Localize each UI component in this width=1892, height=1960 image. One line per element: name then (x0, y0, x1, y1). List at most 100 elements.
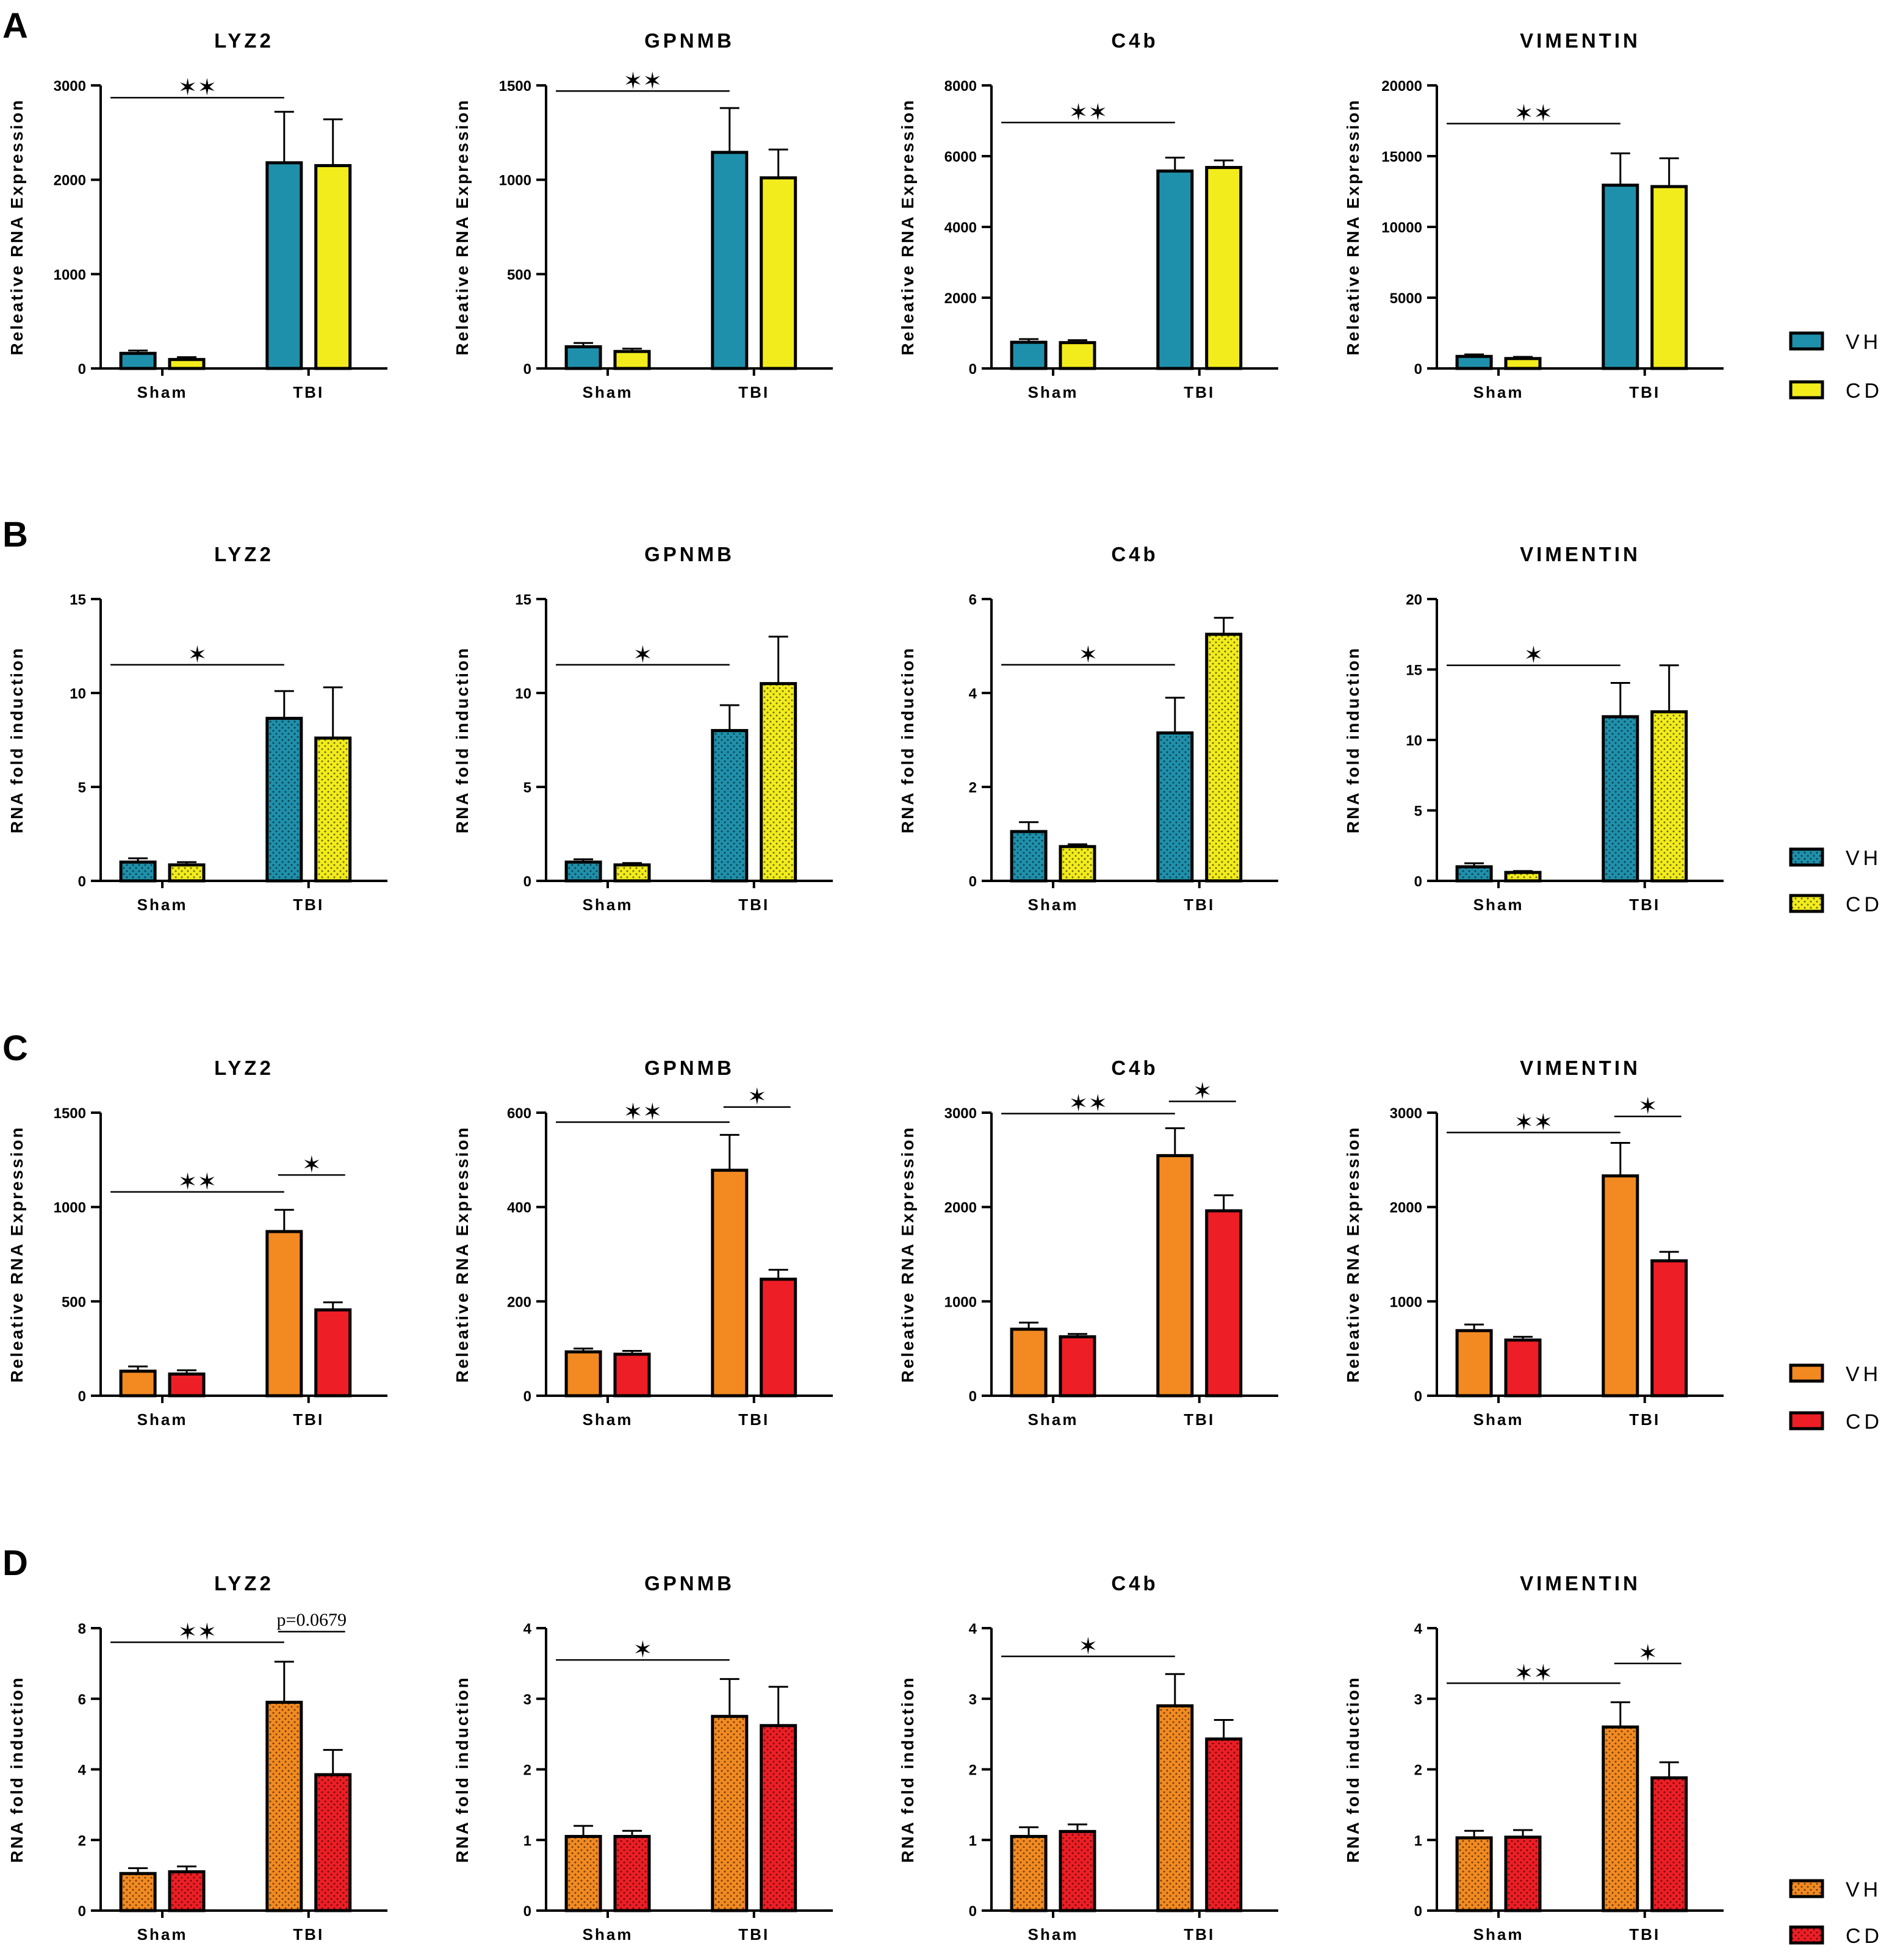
x-category-label: TBI (293, 1410, 324, 1429)
legend-label-cd: CD (1846, 893, 1883, 916)
y-tick-label: 4000 (944, 220, 977, 236)
x-category-label: Sham (583, 1410, 633, 1429)
bar-cd-sham (1504, 357, 1542, 370)
y-tick-label: 1 (1414, 1833, 1422, 1849)
y-axis-label: Releative RNA Expression (7, 98, 26, 355)
y-axis-label: Releative RNA Expression (7, 1125, 26, 1382)
bar-dot-texture (1060, 846, 1095, 881)
y-tick-label: 1000 (944, 1294, 977, 1310)
legend-swatch-texture (1791, 849, 1822, 865)
y-tick-label: 2 (523, 1762, 531, 1779)
y-tick-label: 15 (70, 592, 86, 608)
legend-label-cd: CD (1846, 1925, 1883, 1948)
y-tick-label: 3 (1414, 1692, 1422, 1708)
y-tick-label: 2 (78, 1833, 86, 1849)
chart-title: GPNMB (644, 543, 735, 565)
y-tick-label: 1500 (499, 78, 531, 95)
p-value-annotation: p=0.0679 (277, 1610, 347, 1630)
y-axis-label: Releative RNA Expression (453, 1125, 472, 1382)
bar-vh-tbi (265, 1230, 303, 1398)
bar-dot-texture (121, 1873, 156, 1911)
x-category-label: TBI (1629, 383, 1660, 401)
y-tick-label: 4 (523, 1621, 532, 1637)
chart-title: LYZ2 (214, 543, 274, 565)
y-tick-label: 10000 (1381, 220, 1422, 236)
y-axis-label: RNA fold induction (1343, 647, 1362, 833)
chart-D-gpnmb: GPNMB RNA fold induction 0 1 2 3 4 Sham TBI ✶ (453, 1572, 833, 1944)
bar-cd-sham (613, 350, 651, 370)
panel-letter-a: A (2, 6, 28, 46)
y-tick-label: 5 (78, 780, 86, 796)
x-category-label: Sham (137, 1410, 188, 1429)
significance-stars: ✶ (1079, 1632, 1098, 1659)
chart-title: LYZ2 (214, 1572, 274, 1595)
y-tick-label: 15 (515, 592, 531, 608)
y-tick-label: 0 (523, 1388, 531, 1405)
significance-stars: ✶✶ (1069, 99, 1108, 126)
chart-title: VIMENTIN (1520, 1057, 1641, 1079)
y-tick-label: 0 (523, 361, 531, 378)
x-category-label: TBI (293, 896, 324, 914)
significance-stars: ✶ (1079, 641, 1098, 668)
y-tick-label: 15000 (1381, 149, 1422, 165)
bar-vh-tbi (711, 151, 749, 370)
chart-A-lyz2: LYZ2 Releative RNA Expression 0 1000 2000 300… (7, 29, 387, 401)
y-tick-label: 400 (507, 1200, 531, 1216)
bar-vh-tbi (711, 1168, 749, 1398)
bar-dot-texture (1603, 716, 1638, 881)
bar-dot-texture (170, 1872, 204, 1911)
y-tick-label: 0 (78, 361, 86, 378)
bar-vh-tbi (1602, 184, 1639, 370)
y-axis-label: RNA fold induction (7, 1676, 26, 1862)
significance-stars: ✶✶ (624, 1098, 663, 1125)
chart-title: VIMENTIN (1520, 29, 1641, 52)
y-tick-label: 4 (78, 1762, 87, 1779)
bar-dot-texture (1652, 1778, 1686, 1911)
chart-C-c4b: C4b Releative RNA Expression 0 1000 2000 3000… (898, 1057, 1278, 1429)
bar-cd-sham (1504, 1338, 1542, 1398)
bar-vh-sham (119, 1369, 157, 1398)
x-category-label: TBI (293, 383, 324, 401)
chart-title: GPNMB (644, 1057, 735, 1079)
x-category-label: TBI (738, 383, 769, 401)
x-category-label: Sham (583, 383, 633, 401)
y-tick-label: 1000 (54, 1200, 86, 1216)
y-tick-label: 1000 (54, 267, 86, 283)
legend-label-vh: VH (1846, 847, 1882, 870)
significance-stars: ✶ (633, 641, 653, 668)
y-tick-label: 0 (969, 874, 977, 890)
bar-cd-tbi (1650, 185, 1688, 370)
y-tick-label: 5 (1414, 803, 1422, 820)
y-axis-label: RNA fold induction (453, 647, 472, 833)
chart-B-vimentin: VIMENTIN RNA fold induction 0 5 10 15 20 Sham TB… (1343, 543, 1724, 914)
bar-vh-sham (1010, 340, 1048, 370)
bar-vh-sham (1455, 1329, 1493, 1398)
y-tick-label: 2000 (944, 290, 977, 307)
panel-letter-d: D (2, 1543, 28, 1583)
significance-stars: ✶✶ (1514, 100, 1553, 127)
significance-stars: ✶✶ (1514, 1108, 1553, 1135)
bar-cd-tbi (1650, 1259, 1688, 1398)
y-tick-label: 0 (969, 1388, 977, 1405)
x-category-label: TBI (1184, 1410, 1215, 1429)
y-tick-label: 2 (969, 780, 977, 796)
x-category-label: Sham (137, 383, 188, 401)
y-tick-label: 500 (507, 267, 531, 283)
bar-dot-texture (1206, 1739, 1241, 1911)
legend-label-vh: VH (1846, 1363, 1882, 1386)
y-tick-label: 2000 (54, 173, 86, 189)
legend-swatch-vh (1789, 1363, 1824, 1383)
bar-cd-sham (1059, 341, 1096, 370)
y-axis-label: Releative RNA Expression (453, 98, 472, 355)
x-category-label: Sham (1473, 1410, 1524, 1429)
bar-vh-sham (119, 351, 157, 370)
chart-title: C4b (1111, 29, 1158, 52)
y-tick-label: 3000 (54, 78, 86, 95)
x-category-label: Sham (1028, 383, 1079, 401)
chart-A-vimentin: VIMENTIN Releative RNA Expression 0 5000 100… (1343, 29, 1724, 401)
bar-vh-sham (564, 345, 602, 370)
significance-stars: ✶ (1193, 1077, 1212, 1104)
bar-vh-tbi (265, 161, 303, 370)
x-category-label: Sham (583, 896, 633, 914)
